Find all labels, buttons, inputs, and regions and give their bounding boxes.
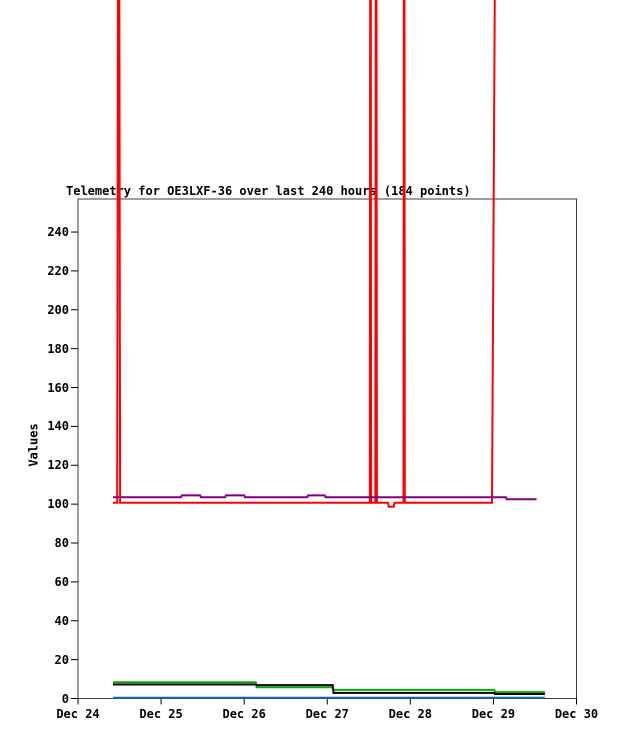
y-tick-label: 220 xyxy=(47,263,69,278)
x-tick-label: Dec 25 xyxy=(139,707,183,721)
y-tick-label: 60 xyxy=(54,574,69,589)
x-tick-label: Dec 30 xyxy=(554,707,599,721)
y-tick-label: 140 xyxy=(47,419,69,434)
channel-purple-line xyxy=(113,494,537,501)
y-tick-label: 180 xyxy=(47,341,69,356)
y-tick-label: 120 xyxy=(47,458,69,473)
y-tick-label: 240 xyxy=(47,225,69,240)
y-tick-label: 80 xyxy=(54,536,69,550)
channel-red-line xyxy=(113,0,496,508)
x-tick-label: Dec 27 xyxy=(305,707,349,721)
y-tick-label: 160 xyxy=(47,380,69,395)
x-tick-label: Dec 24 xyxy=(56,707,100,721)
channel-black-line xyxy=(113,683,545,695)
x-tick-label: Dec 26 xyxy=(222,707,266,721)
y-tick-label: 0 xyxy=(61,691,69,706)
x-tick-label: Dec 28 xyxy=(388,707,432,721)
y-tick-label: 200 xyxy=(47,302,69,317)
x-tick-label: Dec 29 xyxy=(471,707,516,721)
y-tick-label: 100 xyxy=(47,497,69,512)
y-tick-label: 40 xyxy=(54,613,69,628)
plot-border xyxy=(77,198,577,699)
y-tick-label: 20 xyxy=(54,652,69,667)
